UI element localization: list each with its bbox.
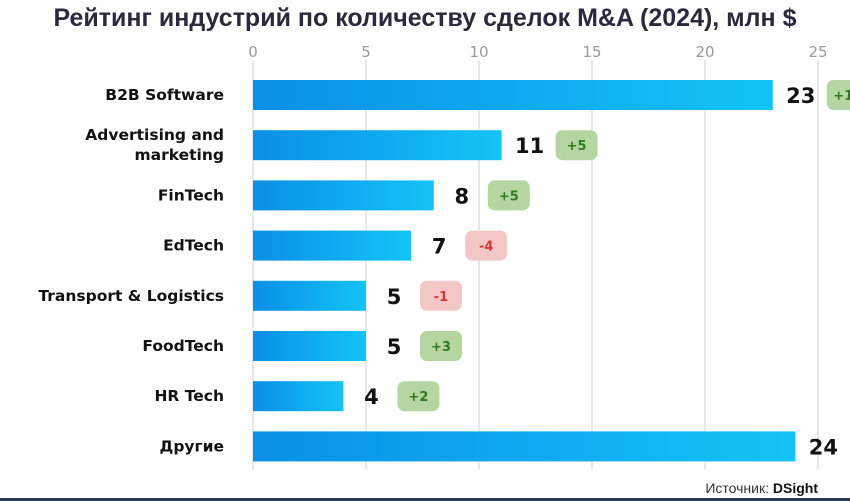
value-label: 5	[387, 285, 402, 309]
change-badge	[555, 130, 598, 161]
source-label: Источник:	[705, 480, 769, 496]
category-label: HR Tech	[154, 387, 224, 405]
change-badge	[465, 230, 508, 261]
bar	[253, 381, 344, 412]
change-badge	[826, 80, 850, 110]
bar	[253, 130, 502, 161]
x-tick-label: 10	[469, 43, 488, 61]
change-badge	[487, 180, 530, 211]
category-label: FoodTech	[142, 337, 224, 355]
change-label: +2	[408, 390, 428, 405]
value-label: 24	[809, 435, 838, 459]
change-badge	[420, 331, 462, 361]
bar	[253, 180, 434, 211]
category-label: Transport & Logistics	[38, 287, 224, 305]
chart-title: Рейтинг индустрий по количеству сделок M…	[53, 4, 797, 32]
x-tick-label: 15	[582, 43, 601, 61]
change-label: +10	[833, 89, 850, 104]
value-label: 4	[364, 385, 379, 409]
change-badge	[420, 280, 462, 311]
category-label: Другие	[160, 437, 224, 455]
source-name: DSight	[772, 480, 818, 496]
bar	[253, 431, 796, 462]
value-label: 5	[387, 335, 402, 359]
change-label: +3	[431, 340, 451, 355]
x-tick-label: 5	[361, 43, 371, 61]
bar	[253, 80, 773, 110]
value-label: 7	[432, 235, 447, 259]
change-badge	[397, 381, 440, 412]
change-label: -1	[434, 290, 448, 305]
x-tick-label: 25	[808, 43, 827, 61]
category-label: Advertising and marketing	[85, 126, 224, 164]
source-note: Источник: DSight	[705, 480, 818, 496]
value-label: 23	[786, 84, 815, 108]
value-label: 8	[454, 184, 469, 208]
bar	[253, 280, 366, 311]
category-label: FinTech	[158, 186, 224, 204]
change-label: +5	[567, 139, 587, 154]
value-label: 11	[515, 134, 544, 158]
bar	[253, 331, 366, 361]
x-tick-label: 0	[248, 43, 258, 61]
category-label: EdTech	[163, 237, 224, 255]
change-label: +5	[499, 189, 519, 204]
x-tick-label: 20	[695, 43, 714, 61]
change-label: -4	[479, 240, 493, 255]
bottom-rule	[0, 498, 850, 501]
category-label: B2B Software	[105, 86, 224, 104]
bar	[253, 230, 412, 261]
